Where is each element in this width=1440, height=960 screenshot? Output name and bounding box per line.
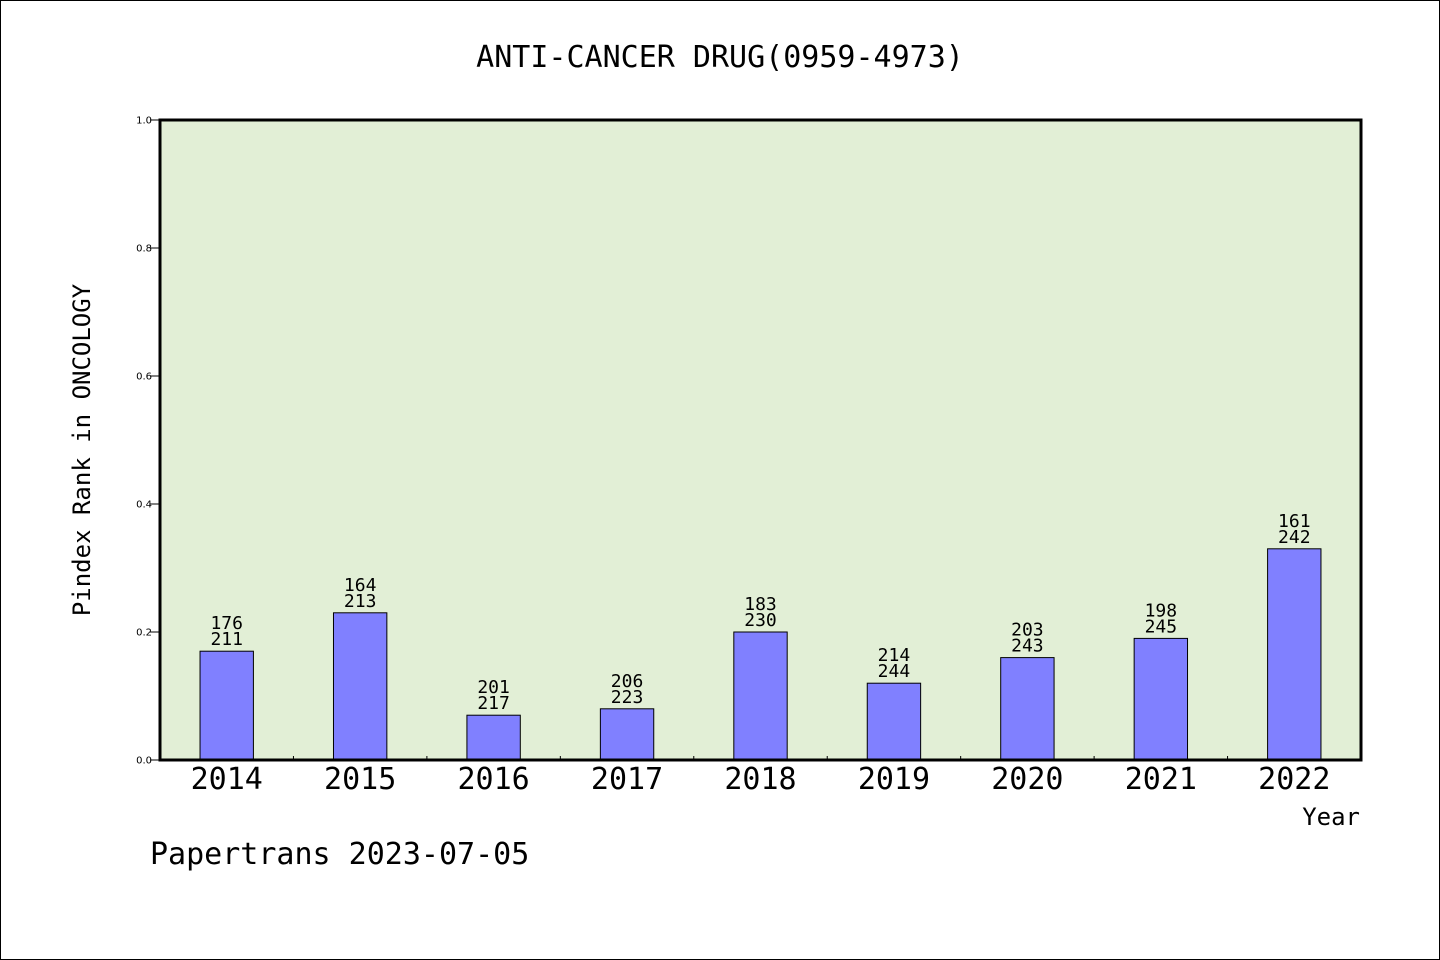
- bar-2018: [733, 631, 788, 761]
- x-tick-label: 2021: [1125, 762, 1197, 797]
- x-tick-label: 2020: [991, 762, 1063, 797]
- x-tick-label: 2019: [858, 762, 930, 797]
- bar-2021: [1133, 637, 1189, 761]
- y-tick-label: 0.4: [136, 500, 152, 511]
- bar-2017: [599, 708, 655, 761]
- x-tick-label: 2016: [457, 762, 529, 797]
- bar-label-top: 201: [477, 677, 510, 698]
- bar-2022: [1267, 548, 1322, 761]
- footer-credit: Papertrans 2023-07-05: [150, 837, 529, 872]
- y-tick-label: 0.2: [136, 628, 152, 639]
- y-axis-label: Pindex Rank in ONCOLOGY: [68, 283, 96, 616]
- bar-label-bottom: 230: [744, 610, 777, 631]
- bar-label-bottom: 242: [1278, 527, 1311, 548]
- bar-label-bottom: 217: [477, 693, 510, 714]
- bar-2015: [332, 612, 388, 761]
- bar-label-top: 206: [611, 671, 644, 692]
- bar-label-bottom: 243: [1011, 636, 1044, 657]
- x-tick-label: 2022: [1258, 762, 1330, 797]
- bar-label-top: 183: [744, 594, 777, 615]
- bar-label-bottom: 211: [210, 629, 243, 650]
- bar-label-top: 203: [1011, 620, 1044, 641]
- bar-label-bottom: 244: [878, 661, 911, 682]
- bar-label-bottom: 245: [1145, 616, 1178, 637]
- y-axis: 0.0 0.2 0.4 0.6 0.8 1.0: [136, 116, 160, 767]
- y-tick-label: 0.0: [136, 756, 152, 767]
- y-tick-label: 1.0: [136, 116, 152, 127]
- bar-label-top: 176: [210, 613, 243, 634]
- bar-2016: [466, 714, 521, 761]
- y-tick-label: 0.6: [136, 372, 152, 383]
- x-tick-label: 2014: [191, 762, 263, 797]
- y-tick-label: 0.8: [136, 244, 152, 255]
- bar-label-top: 198: [1145, 600, 1178, 621]
- bar-label-bottom: 223: [611, 687, 644, 708]
- x-axis-label: Year: [1302, 803, 1360, 831]
- x-axis: 2014 2015 2016 2017 2018 2019 2020 2021 2022: [191, 756, 1330, 797]
- bar-2020: [1000, 657, 1055, 761]
- bars-group: 1762111642132012172062231832302142442032…: [199, 511, 1322, 761]
- plot-border: [158, 118, 1363, 762]
- x-tick-label: 2018: [724, 762, 796, 797]
- bar-2019: [866, 682, 922, 761]
- bar-label-bottom: 213: [344, 591, 377, 612]
- chart-title: ANTI-CANCER DRUG(0959-4973): [476, 40, 964, 75]
- bar-label-top: 214: [878, 645, 911, 666]
- bar-2014: [199, 650, 254, 761]
- x-tick-label: 2015: [324, 762, 396, 797]
- x-tick-label: 2017: [591, 762, 663, 797]
- bar-label-top: 161: [1278, 511, 1311, 532]
- bar-label-top: 164: [344, 575, 377, 596]
